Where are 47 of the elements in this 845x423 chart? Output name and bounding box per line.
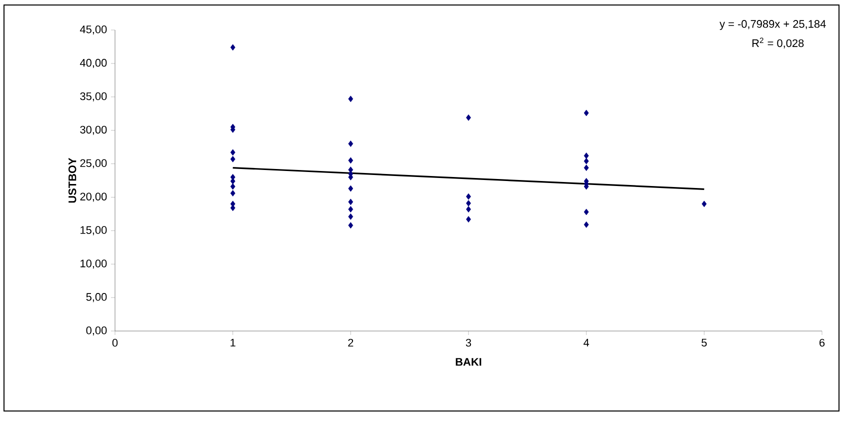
point: [466, 193, 471, 200]
point: [584, 158, 589, 164]
y-tick-label: 30,00: [80, 126, 107, 135]
x-tick-label: 3: [466, 338, 472, 347]
point: [348, 96, 354, 102]
point: [584, 110, 589, 116]
point: [466, 114, 471, 121]
point: [466, 216, 471, 222]
point: [348, 206, 354, 212]
point: [584, 221, 589, 228]
x-tick-label: 0: [112, 338, 118, 347]
x-tick-label: 4: [584, 338, 590, 346]
y-tick-label: 40,00: [80, 58, 107, 68]
x-tick-label: 5: [702, 338, 707, 346]
point: [584, 208, 589, 216]
point: [348, 213, 354, 220]
x-axis-title: BAKI: [456, 358, 482, 366]
y-tick-label: 35,00: [80, 92, 107, 102]
y-tick-label: 15,00: [80, 226, 107, 236]
y-tick-label: 5,00: [86, 293, 107, 302]
y-tick-label: 10,00: [80, 260, 107, 269]
point: [466, 206, 471, 212]
y-tick-label: 20,00: [80, 192, 107, 202]
x-tick-label: 2: [348, 338, 354, 347]
text: y = -0,7989x + 25,184: [720, 20, 826, 30]
y-axis-title: USTBOY: [68, 158, 76, 203]
point: [348, 185, 354, 192]
y-tick-label: 45,00: [80, 25, 107, 35]
point: [230, 190, 236, 196]
point: [584, 164, 589, 171]
x-tick-label: 6: [820, 338, 825, 347]
point: [348, 222, 354, 229]
point: [466, 200, 471, 206]
point: [230, 149, 236, 156]
y-tick-label: 0,00: [86, 326, 107, 336]
y-tick-label: 25,00: [80, 159, 107, 168]
point: [584, 152, 589, 159]
point: [230, 204, 236, 212]
point: [348, 140, 354, 147]
annotation: R$^{2}$ = 0,028: [752, 38, 804, 48]
point: [348, 157, 354, 164]
point: [348, 198, 354, 206]
point: [230, 156, 236, 162]
point: [230, 183, 236, 190]
x-tick-label: 1: [230, 338, 236, 346]
point: [230, 44, 236, 51]
point: [702, 200, 707, 208]
